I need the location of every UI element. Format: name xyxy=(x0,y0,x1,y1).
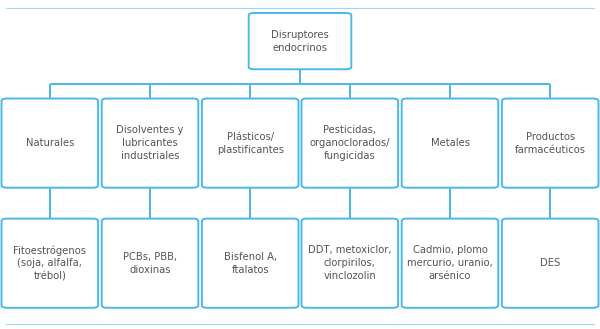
FancyBboxPatch shape xyxy=(101,218,198,308)
FancyBboxPatch shape xyxy=(301,99,398,188)
Text: Disruptores
endocrinos: Disruptores endocrinos xyxy=(271,30,329,53)
Text: DES: DES xyxy=(540,258,560,268)
Text: Bisfenol A,
ftalatos: Bisfenol A, ftalatos xyxy=(224,252,277,275)
Text: Naturales: Naturales xyxy=(26,138,74,148)
FancyBboxPatch shape xyxy=(402,218,499,308)
FancyBboxPatch shape xyxy=(101,99,198,188)
Text: Fitoestrógenos
(soja, alfalfa,
trébol): Fitoestrógenos (soja, alfalfa, trébol) xyxy=(13,245,86,281)
Text: DDT, metoxiclor,
clorpirilos,
vinclozolin: DDT, metoxiclor, clorpirilos, vinclozoli… xyxy=(308,245,392,281)
FancyBboxPatch shape xyxy=(402,99,499,188)
FancyBboxPatch shape xyxy=(202,218,298,308)
Text: Productos
farmacéuticos: Productos farmacéuticos xyxy=(515,132,586,155)
Text: PCBs, PBB,
dioxinas: PCBs, PBB, dioxinas xyxy=(123,252,177,275)
FancyBboxPatch shape xyxy=(301,218,398,308)
FancyBboxPatch shape xyxy=(202,99,298,188)
FancyBboxPatch shape xyxy=(249,13,351,69)
Text: Metales: Metales xyxy=(431,138,470,148)
Text: Disolventes y
lubricantes
industriales: Disolventes y lubricantes industriales xyxy=(116,125,184,161)
FancyBboxPatch shape xyxy=(2,218,98,308)
FancyBboxPatch shape xyxy=(502,218,599,308)
Text: Pesticidas,
organoclorados/
fungicidas: Pesticidas, organoclorados/ fungicidas xyxy=(310,125,390,161)
FancyBboxPatch shape xyxy=(2,99,98,188)
Text: Plásticos/
plastificantes: Plásticos/ plastificantes xyxy=(217,132,284,155)
FancyBboxPatch shape xyxy=(502,99,599,188)
Text: Cadmio, plomo
mercurio, uranio,
arsénico: Cadmio, plomo mercurio, uranio, arsénico xyxy=(407,245,493,281)
